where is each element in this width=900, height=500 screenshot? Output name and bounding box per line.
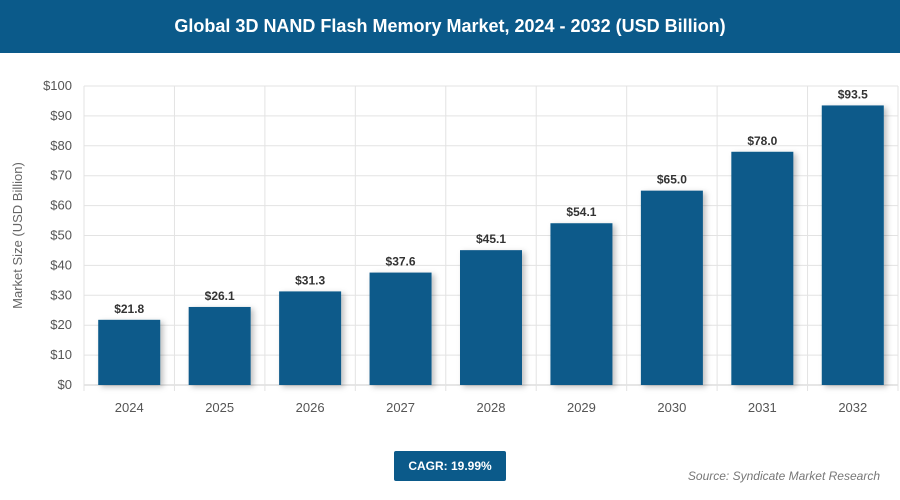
x-tick-label: 2028 [477, 400, 506, 415]
bar-2029 [550, 223, 613, 385]
y-tick-label: $10 [50, 347, 72, 362]
x-tick-label: 2025 [205, 400, 234, 415]
x-tick-label: 2026 [296, 400, 325, 415]
x-tick-label: 2029 [567, 400, 596, 415]
bar-2032 [821, 105, 884, 385]
data-label: $31.3 [295, 273, 325, 287]
chart-title: Global 3D NAND Flash Memory Market, 2024… [0, 0, 900, 53]
y-tick-label: $100 [43, 78, 72, 93]
bar-2028 [460, 250, 522, 385]
data-label: $93.5 [838, 87, 868, 101]
y-tick-label: $40 [50, 257, 72, 272]
bar-2030 [640, 190, 703, 385]
bar-2025 [188, 306, 251, 385]
data-label: $45.1 [476, 232, 506, 246]
cagr-badge: CAGR: 19.99% [394, 451, 506, 481]
data-label: $26.1 [205, 289, 235, 303]
bar-2027 [369, 272, 432, 385]
y-axis-label: Market Size (USD Billion) [10, 162, 25, 309]
y-tick-label: $70 [50, 168, 72, 183]
x-tick-label: 2027 [386, 400, 415, 415]
x-tick-label: 2031 [748, 400, 777, 415]
y-tick-label: $50 [50, 228, 72, 243]
bar-2026 [279, 291, 342, 385]
y-tick-label: $30 [50, 287, 72, 302]
y-tick-label: $0 [58, 377, 72, 392]
bar-2024 [98, 319, 161, 385]
x-tick-label: 2030 [657, 400, 686, 415]
data-label: $54.1 [566, 205, 596, 219]
source-note: Source: Syndicate Market Research [687, 469, 880, 483]
x-tick-label: 2032 [838, 400, 867, 415]
bar-2031 [731, 151, 794, 385]
data-label: $37.6 [386, 255, 416, 269]
y-tick-label: $90 [50, 108, 72, 123]
data-label: $21.8 [114, 302, 144, 316]
y-tick-label: $80 [50, 138, 72, 153]
data-label: $65.0 [657, 173, 687, 187]
data-label: $78.0 [747, 134, 777, 148]
y-tick-label: $60 [50, 198, 72, 213]
y-tick-label: $20 [50, 317, 72, 332]
x-tick-label: 2024 [115, 400, 144, 415]
